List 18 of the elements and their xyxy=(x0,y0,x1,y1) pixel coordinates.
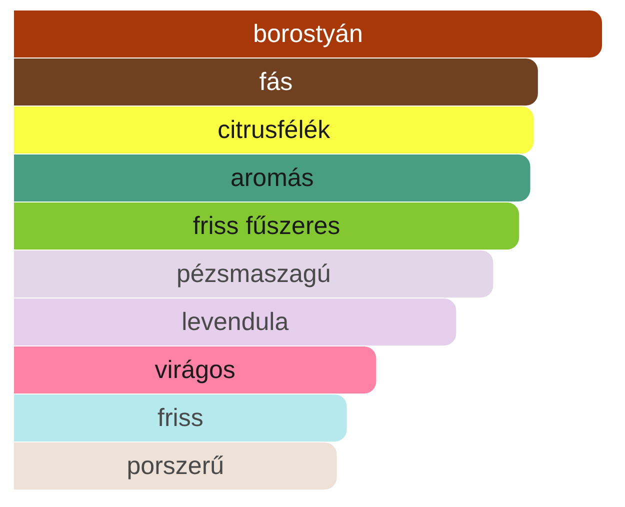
y-tick-label: levendula xyxy=(182,308,289,336)
y-tick-label: friss xyxy=(157,404,204,432)
y-tick-label: friss fűszeres xyxy=(192,212,340,240)
y-tick-label: virágos xyxy=(154,356,236,384)
bar xyxy=(14,442,337,490)
y-tick-label: borostyán xyxy=(253,20,363,48)
y-tick-label: aromás xyxy=(230,164,314,192)
bar xyxy=(14,58,538,106)
bar xyxy=(14,106,534,154)
bar xyxy=(14,154,530,202)
y-tick-label: pézsmaszagú xyxy=(176,260,331,288)
bar xyxy=(14,202,520,250)
y-tick-label: citrusfélék xyxy=(218,116,331,144)
bar xyxy=(14,10,602,58)
bar xyxy=(14,346,376,394)
y-tick-label: porszerű xyxy=(126,452,224,480)
bar xyxy=(14,394,347,442)
y-tick-label: fás xyxy=(259,68,293,96)
